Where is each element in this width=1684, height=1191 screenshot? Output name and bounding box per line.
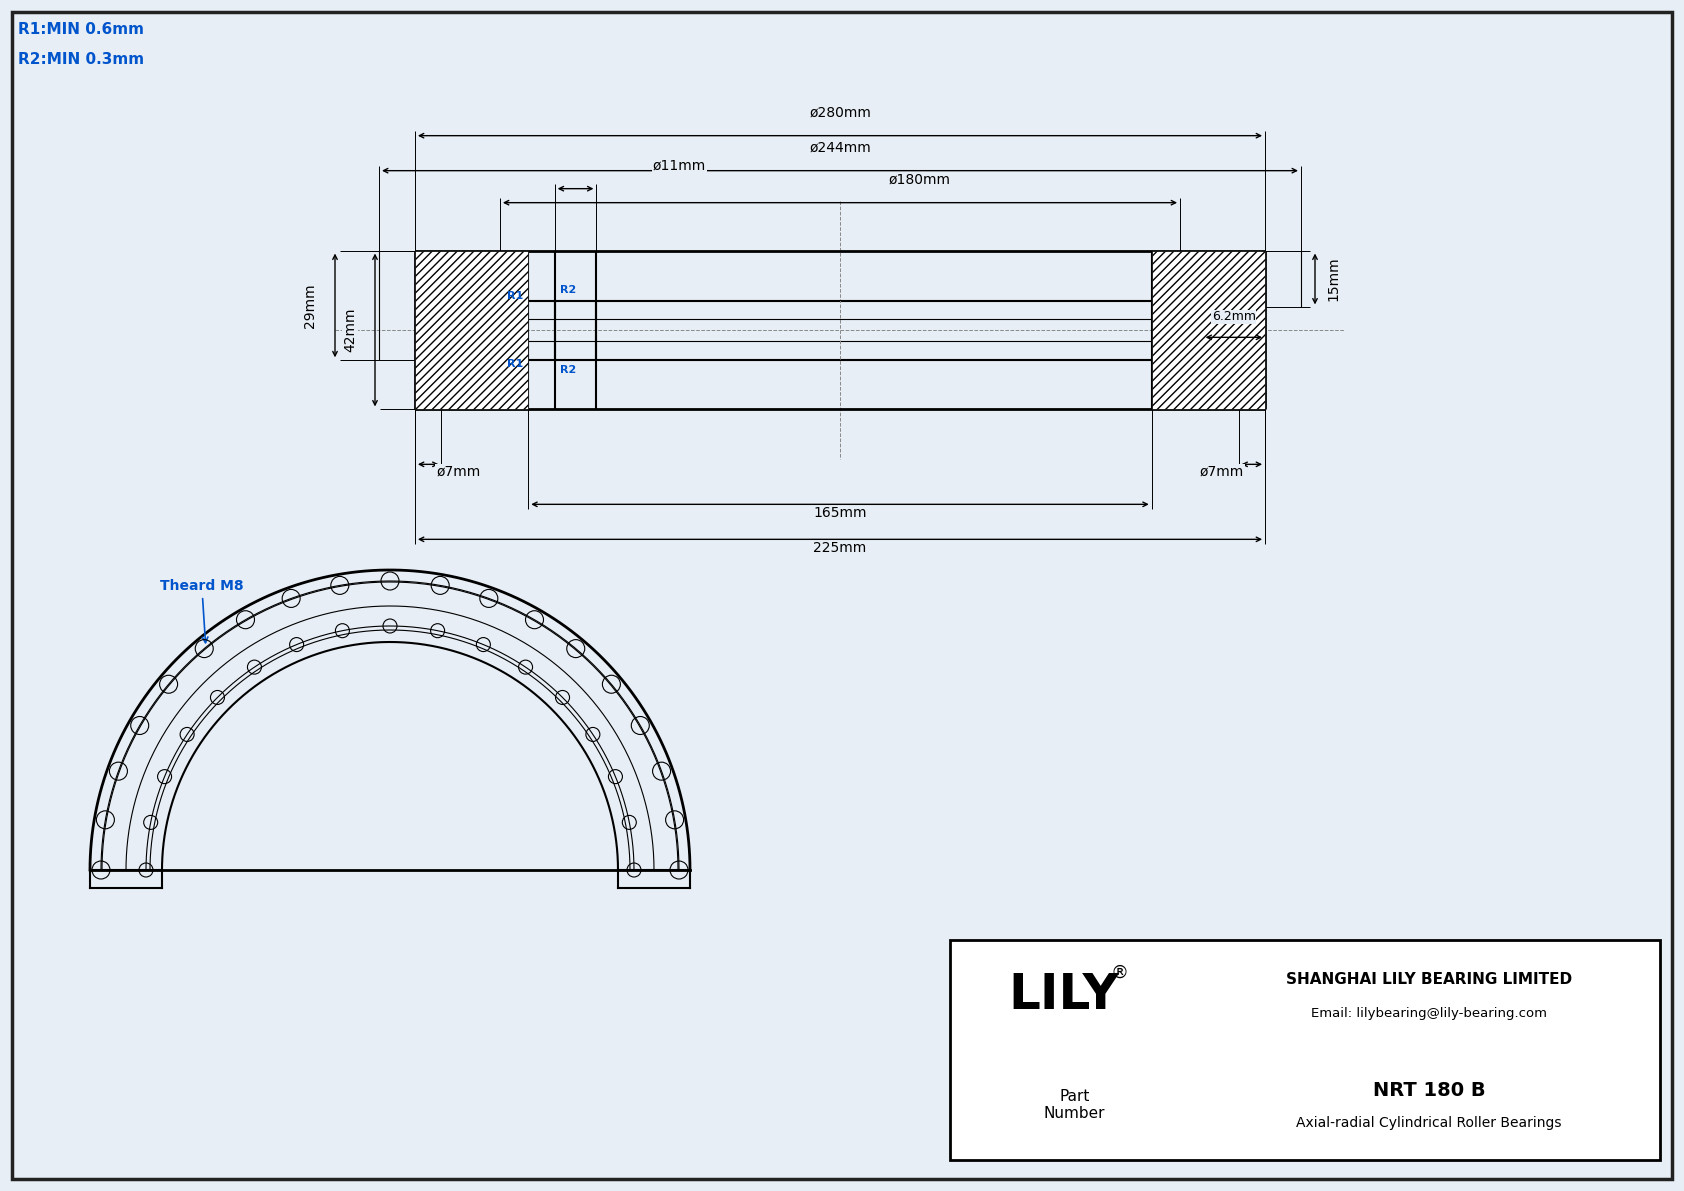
Text: ®: ®: [1110, 964, 1128, 983]
Text: Email: lilybearing@lily-bearing.com: Email: lilybearing@lily-bearing.com: [1312, 1006, 1548, 1019]
Text: Part
Number: Part Number: [1044, 1089, 1105, 1121]
Text: ø7mm: ø7mm: [1199, 464, 1244, 479]
Text: 6.2mm: 6.2mm: [1212, 311, 1256, 323]
Text: R2:MIN 0.3mm: R2:MIN 0.3mm: [19, 52, 145, 67]
Text: NRT 180 B: NRT 180 B: [1372, 1080, 1485, 1099]
Text: Theard M8: Theard M8: [160, 579, 244, 643]
Text: R1:MIN 0.6mm: R1:MIN 0.6mm: [19, 21, 145, 37]
Text: ø180mm: ø180mm: [889, 173, 951, 187]
Text: 42mm: 42mm: [344, 307, 357, 353]
Text: SHANGHAI LILY BEARING LIMITED: SHANGHAI LILY BEARING LIMITED: [1287, 973, 1573, 987]
Text: R2: R2: [559, 285, 576, 295]
Text: 165mm: 165mm: [813, 506, 867, 520]
Text: Axial-radial Cylindrical Roller Bearings: Axial-radial Cylindrical Roller Bearings: [1297, 1116, 1563, 1130]
Text: ø244mm: ø244mm: [808, 141, 871, 155]
Text: ø11mm: ø11mm: [653, 158, 706, 173]
Text: 15mm: 15mm: [1325, 257, 1340, 301]
Text: LILY: LILY: [1009, 971, 1120, 1019]
Text: R1: R1: [507, 358, 524, 369]
Text: ø7mm: ø7mm: [436, 464, 480, 479]
Text: ø280mm: ø280mm: [808, 106, 871, 119]
Bar: [950, 940, 1660, 1160]
Text: 29mm: 29mm: [303, 283, 317, 328]
Text: R1: R1: [507, 292, 524, 301]
Polygon shape: [414, 250, 529, 410]
Polygon shape: [1152, 250, 1265, 410]
Text: 225mm: 225mm: [813, 542, 867, 555]
Text: R2: R2: [559, 366, 576, 375]
